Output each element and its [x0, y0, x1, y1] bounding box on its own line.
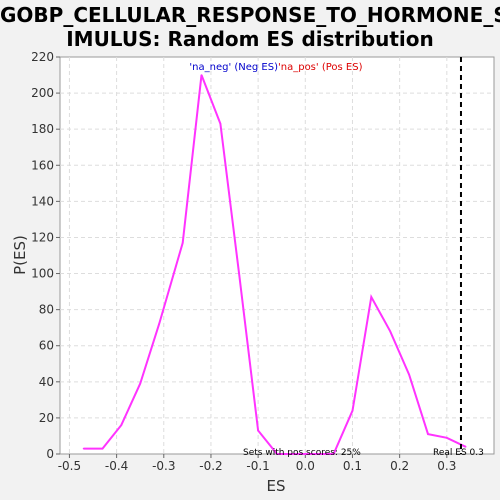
x-tick-label: 0.3 [437, 459, 456, 473]
pos-scores-annotation: Sets with pos scores: 25% [243, 448, 361, 458]
x-tick-label: 0.1 [343, 459, 362, 473]
data-point [351, 409, 354, 412]
y-tick-label: 60 [39, 339, 54, 353]
legend-neg-label: 'na_neg' (Neg ES) [189, 62, 278, 73]
chart-title-line-1: GOBP_CELLULAR_RESPONSE_TO_HORMONE_ST [0, 3, 500, 27]
data-point [370, 296, 373, 298]
x-tick-label: -0.1 [246, 459, 269, 473]
legend-pos-label: 'na_pos' (Pos ES) [278, 62, 363, 73]
real-es-annotation: Real ES 0.3 [433, 448, 484, 458]
data-point [408, 373, 410, 376]
x-tick-label: 0.0 [296, 459, 315, 473]
plot-area [59, 56, 495, 455]
y-tick-label: 40 [39, 375, 54, 389]
data-point [219, 123, 222, 125]
x-tick-label: -0.2 [199, 459, 222, 473]
y-tick-label: 180 [31, 122, 54, 136]
chart-title-line-2: IMULUS: Random ES distribution [66, 27, 434, 51]
x-axis-label: ES [267, 477, 286, 495]
y-tick-label: 80 [39, 303, 54, 317]
data-point [200, 74, 203, 76]
data-point [427, 433, 429, 435]
y-axis-label: P(ES) [11, 235, 29, 275]
data-point [158, 323, 160, 325]
data-point [238, 274, 241, 277]
x-tick-label: -0.4 [105, 459, 128, 473]
data-point [313, 453, 316, 455]
data-point [464, 446, 467, 448]
data-point [82, 447, 85, 450]
axes: 0 20 40 60 80 100 120 140 160 180 200 220 -0.5 -0.4 -0… [31, 50, 456, 473]
y-tick-label: 220 [31, 50, 54, 64]
data-point [295, 453, 297, 455]
data-point [332, 453, 335, 455]
data-point [181, 242, 184, 244]
series-group [82, 74, 467, 455]
data-point [257, 429, 259, 432]
y-tick-label: 20 [39, 411, 54, 425]
data-point [120, 424, 123, 426]
data-point [389, 330, 392, 333]
data-point [446, 437, 448, 439]
x-tick-label: -0.5 [58, 459, 81, 473]
y-tick-label: 160 [31, 158, 54, 172]
y-tick-label: 140 [31, 194, 54, 208]
y-tick-label: 200 [31, 86, 54, 100]
x-tick-label: -0.3 [152, 459, 175, 473]
x-tick-label: 0.2 [390, 459, 409, 473]
grid-lines [60, 57, 494, 454]
data-point [101, 447, 104, 450]
y-tick-label: 100 [31, 267, 54, 281]
data-point [139, 382, 141, 385]
y-tick-label: 120 [31, 230, 54, 244]
y-tick-label: 0 [46, 447, 54, 461]
data-point [276, 453, 278, 455]
